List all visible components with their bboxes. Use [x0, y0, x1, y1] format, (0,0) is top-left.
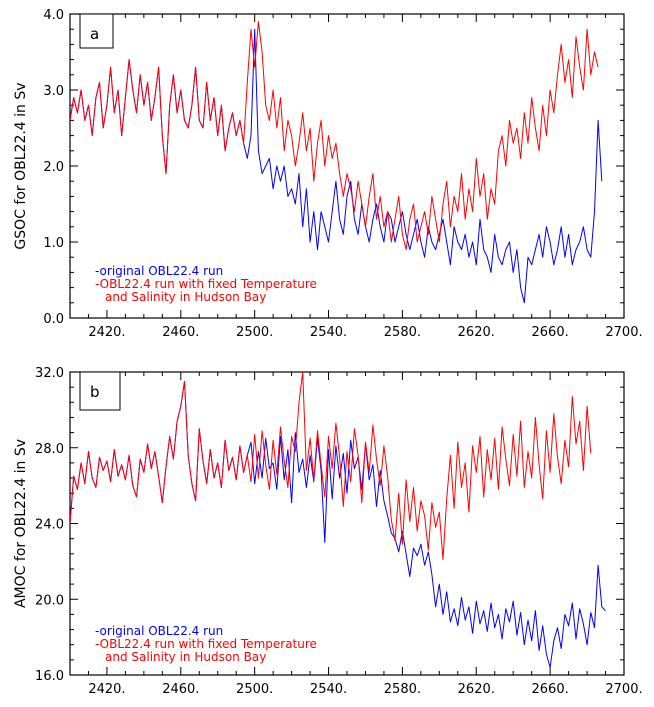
legend-text: and Salinity in Hudson Bay	[105, 650, 266, 664]
x-tick-label: 2700.	[605, 682, 642, 697]
x-tick-label: 2420.	[88, 682, 125, 697]
y-tick-label: 4.0	[43, 8, 64, 23]
x-tick-label: 2460.	[162, 682, 199, 697]
y-tick-label: 1.0	[43, 236, 64, 251]
y-axis-label: AMOC for OBL22.4 in Sv	[13, 439, 29, 608]
x-tick-label: 2500.	[236, 682, 273, 697]
panel-label-box	[80, 372, 120, 410]
x-tick-label: 2580.	[384, 682, 421, 697]
legend-text: -OBL22.4 run with fixed Temperature	[95, 277, 317, 291]
series-line-1	[70, 22, 598, 250]
legend-text: -OBL22.4 run with fixed Temperature	[95, 637, 317, 651]
x-tick-label: 2460.	[162, 325, 199, 340]
x-tick-label: 2620.	[458, 325, 495, 340]
series-line-0	[70, 29, 602, 303]
panel-label: a	[90, 25, 99, 43]
x-tick-label: 2540.	[310, 325, 347, 340]
legend-text: -original OBL22.4 run	[95, 624, 223, 638]
panel-a: 2420. 2460. 2500. 2540. 2580. 2620. 2660. 2700.…	[13, 8, 643, 340]
x-tick-label: 2660.	[532, 682, 569, 697]
legend-text: -original OBL22.4 run	[95, 264, 223, 278]
x-tick-label: 2420.	[88, 325, 125, 340]
x-tick-label: 2660.	[532, 325, 569, 340]
panel-label: b	[90, 383, 100, 401]
panel-b: 2420. 2460. 2500. 2540. 2580. 2620. 2660. 2700.…	[13, 366, 643, 697]
x-tick-label: 2700.	[605, 325, 642, 340]
y-axis-label: GSOC for OBL22.4 in Sv	[13, 82, 29, 249]
y-tick-label: 32.0	[35, 366, 64, 381]
x-tick-label: 2620.	[458, 682, 495, 697]
y-tick-label: 3.0	[43, 84, 64, 99]
y-tick-label: 2.0	[43, 160, 64, 175]
legend-text: and Salinity in Hudson Bay	[105, 290, 266, 304]
x-tick-label: 2500.	[236, 325, 273, 340]
y-tick-label: 20.0	[35, 593, 64, 608]
series-line-1	[70, 372, 591, 560]
y-tick-label: 24.0	[35, 518, 64, 533]
y-tick-label: 16.0	[35, 669, 64, 684]
x-tick-label: 2540.	[310, 682, 347, 697]
y-tick-label: 0.0	[43, 312, 64, 327]
x-tick-label: 2580.	[384, 325, 421, 340]
y-tick-label: 28.0	[35, 442, 64, 457]
